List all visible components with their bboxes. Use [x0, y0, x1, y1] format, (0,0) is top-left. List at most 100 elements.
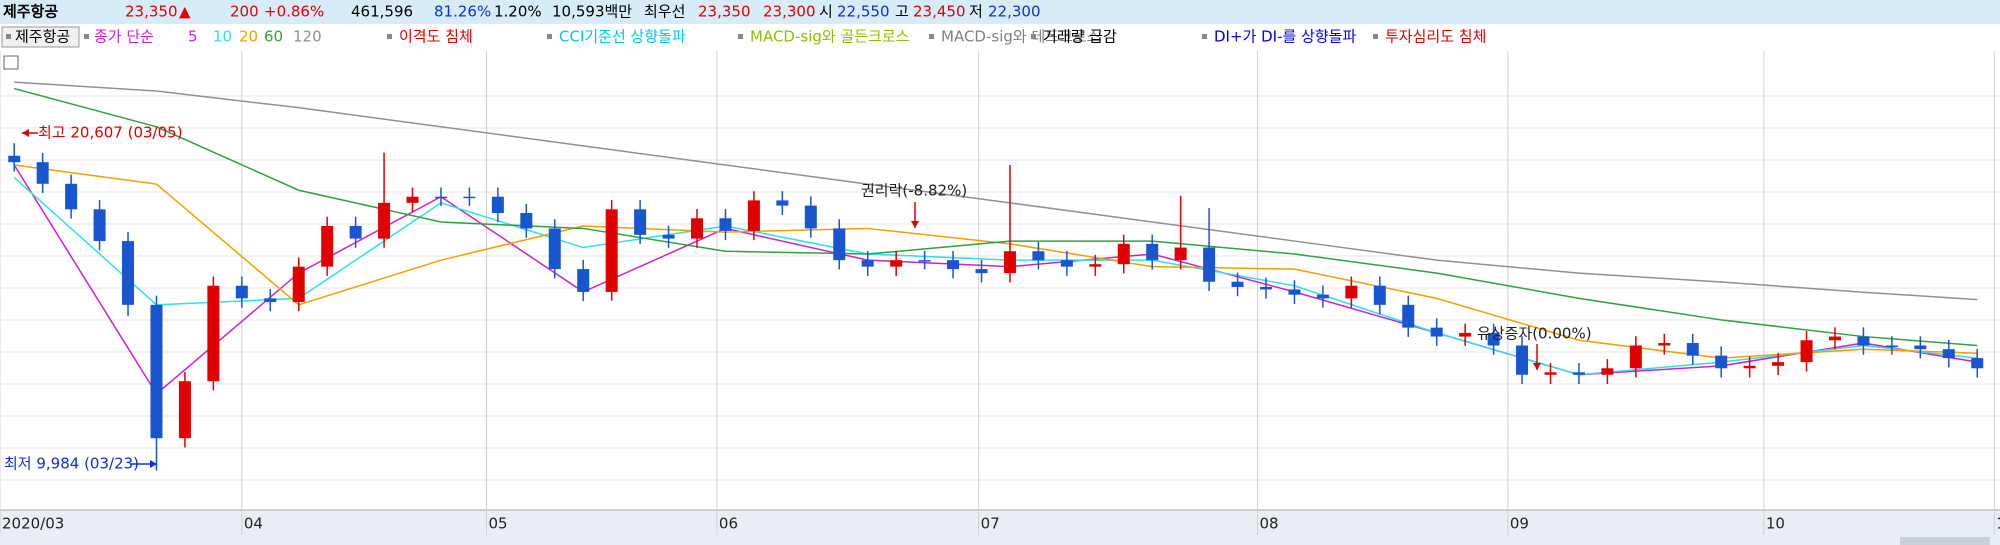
candle-body: [804, 205, 817, 229]
candle-body: [577, 269, 590, 292]
candle-body: [1373, 285, 1386, 305]
candle-body: [1487, 332, 1500, 346]
candle-body: [662, 234, 675, 239]
label: 시: [819, 3, 833, 21]
header: 제주항공 23,350 ▲ 200 +0.86% 461,596 81.26% …: [3, 3, 1041, 21]
candle-body: [1572, 372, 1585, 375]
candle-body: [1003, 251, 1016, 274]
arrow-head: [911, 221, 919, 228]
candle-body: [235, 285, 248, 299]
legend: 제주항공 종가 단순: [1, 26, 154, 48]
candle-body: [1658, 343, 1671, 346]
legend-marker: [387, 34, 392, 39]
candle-body: [1174, 247, 1187, 261]
candle-body: [1146, 243, 1159, 261]
x-tick-label: 06: [719, 515, 738, 533]
legend-marker: [84, 34, 89, 39]
arrow-head: [150, 460, 157, 468]
candle-body: [1203, 247, 1216, 282]
legend-signal: 이격도 침체: [399, 28, 473, 46]
legend-signal: 투자심리도 침체: [1385, 28, 1486, 46]
candle-body: [1316, 294, 1329, 299]
legend-signal: MACD-sig와 데드크로스: [941, 28, 1101, 46]
ratio: 1.20%: [494, 3, 542, 21]
grid: [0, 95, 2000, 481]
candle-body: [1743, 365, 1756, 369]
candle-body: [1828, 336, 1841, 341]
candle-body: [890, 260, 903, 267]
candle-body: [378, 202, 391, 239]
table-icon[interactable]: [3, 55, 19, 70]
x-tick-label: 2020/03: [2, 515, 64, 533]
candle-body: [463, 196, 476, 199]
legend-marker: [1031, 34, 1036, 39]
candle-body: [8, 155, 21, 163]
candle-body: [1544, 372, 1557, 375]
candle-body: [1914, 345, 1927, 350]
annotation: 유상증자(0.00%): [1477, 325, 1592, 343]
legend-marker: [1202, 34, 1207, 39]
candle-body: [1288, 289, 1301, 295]
ratio: 81.26%: [434, 3, 491, 21]
legend-marker: [6, 34, 11, 39]
candle-body: [93, 209, 106, 242]
candle-body: [1260, 286, 1273, 290]
candle-body: [719, 218, 732, 231]
candle-body: [861, 260, 874, 267]
change: 200: [230, 3, 259, 21]
candle-body: [491, 196, 504, 214]
direction: ▲: [179, 3, 191, 21]
candle-body: [1459, 332, 1472, 337]
label: 저: [969, 3, 983, 21]
candle-body: [1857, 336, 1870, 346]
label: 고: [895, 3, 909, 21]
ma-line: [13, 177, 1978, 376]
legend-bar: [0, 24, 2000, 50]
candle-body: [947, 260, 960, 270]
legend-marker: [1373, 34, 1378, 39]
legend-signal: DI+가 DI-를 상향돌파: [1214, 28, 1356, 46]
candle-body: [776, 200, 789, 206]
legend-signal: CCI기준선 상향돌파: [559, 28, 686, 46]
stock-name: 제주항공: [3, 3, 58, 21]
legend-signal: MACD-sig와 골든크로스: [750, 28, 910, 46]
candle-body: [1885, 345, 1898, 347]
change-pct: +0.86%: [264, 3, 324, 21]
candle-body: [691, 218, 704, 239]
amount: 10,593백만: [552, 3, 632, 21]
candle-body: [1971, 358, 1984, 369]
candle-body: [122, 241, 135, 305]
candle-body: [321, 225, 334, 267]
candle-body: [918, 260, 931, 262]
candle-body: [1772, 362, 1785, 366]
annotation: 최고 20,607 (03/05): [38, 124, 183, 142]
candle-body: [1089, 264, 1102, 267]
symbol-box[interactable]: [1, 26, 80, 48]
legend-marker: [738, 34, 743, 39]
candle-body: [150, 304, 163, 439]
annotation: 최저 9,984 (03/23): [4, 455, 139, 473]
candle-body: [1942, 349, 1955, 359]
legend-entry: 20: [239, 28, 258, 46]
scrollbar: [1900, 537, 1990, 545]
candle-body: [1715, 355, 1728, 369]
x-tick-label: 04: [244, 515, 263, 533]
candle-body: [1629, 345, 1642, 369]
x-tick-label: 1: [1996, 515, 2000, 533]
arrow-head: [22, 129, 29, 137]
candle-body: [1430, 327, 1443, 337]
legend-entry: 5: [188, 28, 198, 46]
x-tick-label: 05: [488, 515, 507, 533]
candle-body: [1117, 243, 1130, 265]
candle-body: [1516, 345, 1529, 375]
legend-signal: 거래량 급감: [1043, 28, 1117, 46]
candle-body: [264, 298, 277, 303]
candle-body: [178, 381, 191, 439]
candle-body: [406, 196, 419, 203]
x-tick-label: 08: [1259, 515, 1278, 533]
ma-line: [14, 87, 1978, 347]
candle-body: [520, 213, 533, 229]
x-axis-bar: [0, 510, 2000, 545]
candle-body: [65, 183, 78, 210]
candle-body: [975, 269, 988, 274]
